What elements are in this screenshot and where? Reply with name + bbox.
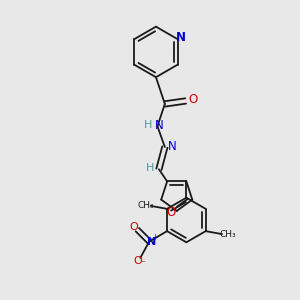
Text: O: O	[166, 206, 176, 219]
Text: ⁻: ⁻	[141, 260, 146, 270]
Text: +: +	[151, 233, 158, 242]
Text: O: O	[188, 93, 198, 106]
Text: CH₃: CH₃	[219, 230, 236, 239]
Text: N: N	[147, 236, 156, 247]
Text: H: H	[146, 163, 154, 173]
Text: N: N	[154, 119, 163, 132]
Text: H: H	[144, 120, 153, 130]
Text: N: N	[176, 31, 186, 44]
Text: N: N	[168, 140, 177, 153]
Text: O: O	[133, 256, 142, 266]
Text: O: O	[129, 222, 138, 232]
Text: CH₃: CH₃	[137, 201, 154, 210]
